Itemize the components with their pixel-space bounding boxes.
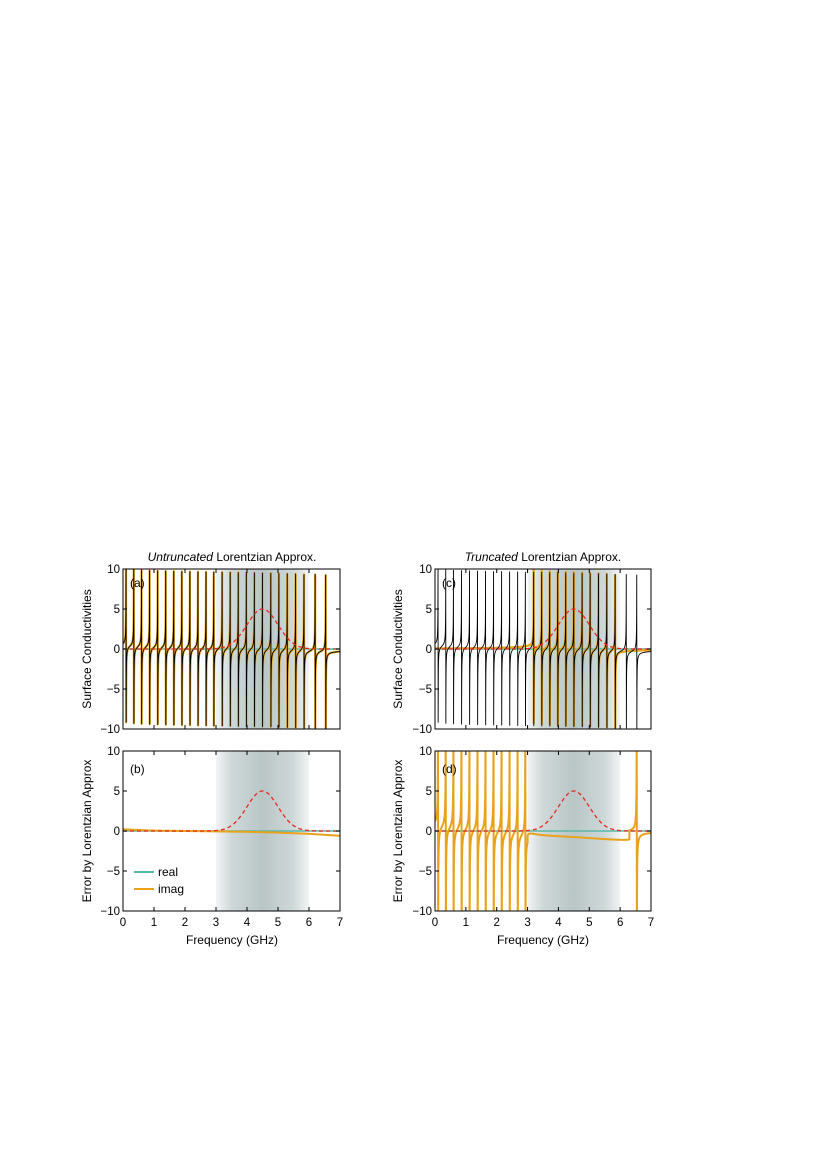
panel-d-ytick-label: 10 — [419, 746, 432, 758]
panel-a-letter: (a) — [130, 576, 145, 590]
legend: real imag — [134, 865, 184, 896]
panel-a-ytick-label: 10 — [107, 564, 120, 576]
panel-b-xtick-label: 1 — [151, 917, 157, 929]
panel-d-xtick-label: 1 — [463, 917, 469, 929]
panel-b-ytick-label: 10 — [107, 746, 120, 758]
panel-b-ylabel: Error by Lorentzian Approx — [80, 760, 94, 903]
panel-b-letter: (b) — [130, 762, 145, 776]
panel-b-ytick-label: −10 — [100, 906, 120, 918]
panel-c-ytick-label: 10 — [419, 564, 432, 576]
panel-d-ylabel: Error by Lorentzian Approx — [391, 760, 405, 903]
panel-a-ylabel: Surface Conductivities — [80, 589, 94, 708]
panel-c-plot-area — [435, 569, 651, 729]
panel-b-xtick-label: 7 — [337, 917, 343, 929]
panel-d-xtick-label: 4 — [555, 917, 562, 929]
panel-b-plot-area — [123, 751, 340, 911]
panel-b-ytick-label: −5 — [107, 866, 120, 878]
panel-d-xtick-label: 6 — [617, 917, 623, 929]
panel-a-ytick-label: 5 — [114, 604, 120, 616]
panel-a-ytick-label: −10 — [100, 724, 120, 736]
legend-imag-label: imag — [158, 882, 184, 896]
panel-b-xtick-label: 3 — [213, 917, 219, 929]
panel-a-ytick-label: 0 — [114, 644, 120, 656]
panel-b-xtick-label: 5 — [275, 917, 281, 929]
panel-b-gaussian-line — [123, 790, 340, 832]
panel-d-ytick-label: −5 — [419, 866, 432, 878]
panel-d-ytick-label: −10 — [412, 906, 432, 918]
panel-b-xtick-label: 0 — [120, 917, 126, 929]
panel-a-ytick-label: −5 — [107, 684, 120, 696]
panel-a: −10 −5 0 5 10 — [100, 564, 341, 736]
panel-c-ytick-label: 5 — [426, 604, 432, 616]
panel-d-ytick-label: 5 — [426, 786, 432, 798]
panel-c-reference-line — [435, 569, 651, 729]
panel-d-gaussian-line — [435, 790, 651, 832]
panel-b-xtick-label: 4 — [244, 917, 251, 929]
panel-a-title: Untruncated Lorentzian Approx. — [148, 550, 317, 564]
legend-real-label: real — [158, 865, 178, 879]
panel-c-ytick-label: 0 — [426, 644, 432, 656]
panel-d-xtick-label: 7 — [648, 917, 654, 929]
panel-d-xtick-label: 5 — [586, 917, 592, 929]
panel-d-imag-line — [435, 751, 651, 911]
panel-c-ytick-label: −5 — [419, 684, 432, 696]
panel-c-ytick-label: −10 — [412, 724, 432, 736]
panel-d-ytick-label: 0 — [426, 826, 432, 838]
panel-b-xlabel: Frequency (GHz) — [186, 933, 278, 947]
panel-b: 0 1 2 3 4 5 6 7 −10 −5 0 5 10 — [100, 746, 343, 929]
panel-c-ylabel: Surface Conductivities — [391, 589, 405, 708]
panel-d-letter: (d) — [442, 762, 457, 776]
panel-d: 0 1 2 3 4 5 6 7 −10 −5 0 5 10 — [412, 746, 654, 929]
panel-a-reference-line — [123, 569, 340, 729]
panel-b-ytick-label: 5 — [114, 786, 120, 798]
panel-b-xtick-label: 2 — [182, 917, 188, 929]
panel-d-xtick-label: 0 — [432, 917, 438, 929]
panel-d-xlabel: Frequency (GHz) — [497, 933, 589, 947]
panel-a-gaussian-line — [123, 608, 340, 650]
panel-c-letter: (c) — [442, 576, 456, 590]
panel-d-xtick-label: 2 — [494, 917, 500, 929]
panel-c-gaussian-line — [435, 608, 651, 650]
panel-a-plot-area — [123, 569, 340, 729]
panel-d-plot-area — [435, 751, 651, 911]
panel-b-xtick-label: 6 — [306, 917, 312, 929]
panel-d-xtick-label: 3 — [524, 917, 530, 929]
panel-c-title: Truncated Lorentzian Approx. — [465, 550, 622, 564]
panel-b-ytick-label: 0 — [114, 826, 120, 838]
panel-c: −10 −5 0 5 10 — [412, 564, 652, 736]
